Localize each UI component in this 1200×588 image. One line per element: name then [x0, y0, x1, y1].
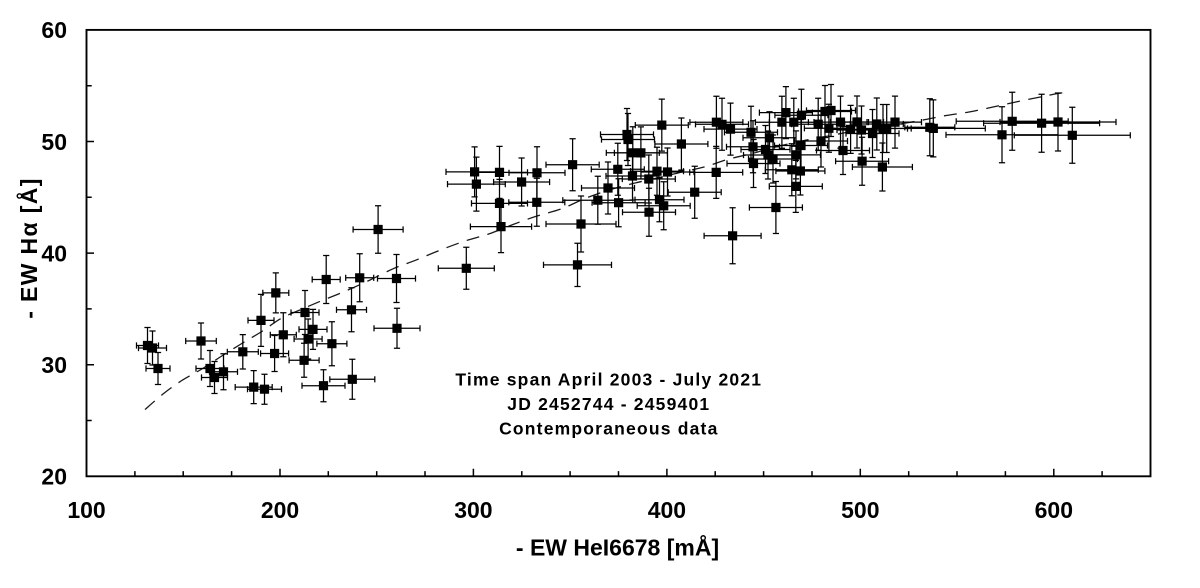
- svg-text:30: 30: [41, 352, 67, 378]
- svg-text:20: 20: [41, 464, 67, 490]
- svg-text:- EW HeI6678 [mÅ]: - EW HeI6678 [mÅ]: [516, 534, 719, 561]
- svg-text:- EW Hα [Å]: - EW Hα [Å]: [15, 177, 42, 318]
- svg-text:50: 50: [41, 129, 67, 155]
- svg-text:100: 100: [67, 497, 105, 523]
- svg-text:500: 500: [841, 497, 879, 523]
- svg-text:40: 40: [41, 240, 67, 266]
- svg-text:300: 300: [454, 497, 492, 523]
- svg-text:60: 60: [41, 17, 67, 43]
- svg-text:JD 2452744 - 2459401: JD 2452744 - 2459401: [507, 394, 710, 414]
- svg-text:Contemporaneous data: Contemporaneous data: [499, 418, 718, 438]
- svg-text:200: 200: [261, 497, 299, 523]
- svg-text:Time span April 2003 - July 20: Time span April 2003 - July 2021: [455, 370, 762, 390]
- svg-text:600: 600: [1035, 497, 1073, 523]
- svg-text:400: 400: [648, 497, 686, 523]
